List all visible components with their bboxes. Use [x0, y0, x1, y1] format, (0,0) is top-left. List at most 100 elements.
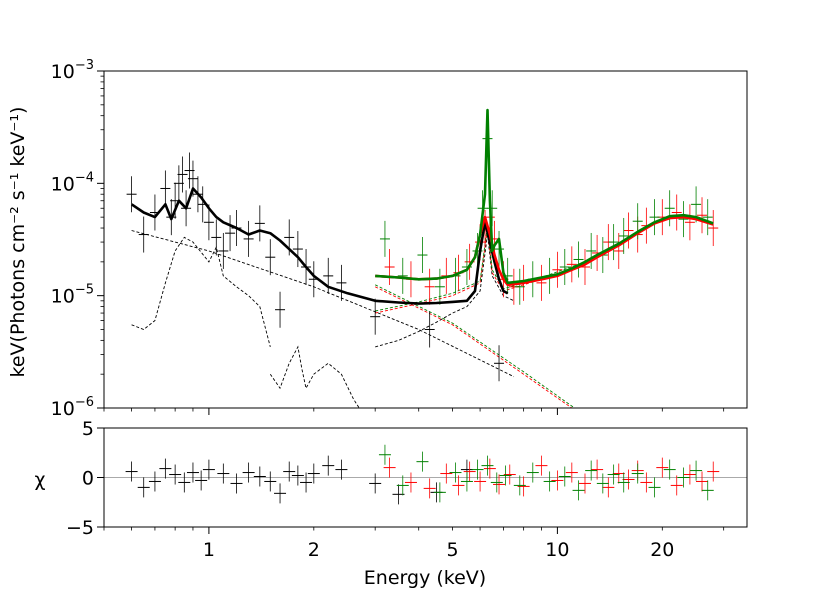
residual-point — [612, 463, 625, 484]
residual-point — [622, 469, 635, 490]
residual-point — [543, 471, 556, 492]
data-point — [211, 219, 222, 256]
data-point — [573, 241, 584, 278]
residual-point — [460, 471, 473, 492]
residual-point — [526, 462, 539, 483]
data-point — [671, 194, 682, 231]
data-point — [623, 212, 634, 249]
residual-point — [307, 463, 320, 484]
residual-point — [416, 451, 429, 472]
y-tick-label: 10−6 — [51, 395, 94, 420]
data-point — [265, 239, 276, 276]
residual-point — [591, 459, 604, 480]
residual-point — [230, 473, 243, 494]
data-point — [225, 215, 236, 252]
data-point — [536, 264, 547, 301]
x-tick-label: 10 — [545, 539, 569, 561]
residual-point — [499, 465, 512, 486]
data-point — [608, 224, 619, 261]
residual-point — [596, 473, 609, 494]
data-point — [424, 268, 435, 305]
residuals-panel: −5 0 5 1 2 5 10 20 χ Energy (keV) — [35, 418, 748, 589]
data-point — [379, 220, 390, 257]
residual-point — [483, 458, 496, 479]
data-point — [218, 232, 229, 269]
data-point — [514, 268, 525, 305]
data-point — [697, 197, 708, 234]
data-point — [684, 204, 695, 241]
residual-point — [572, 480, 585, 501]
residual-point — [701, 480, 714, 501]
residual-point — [423, 478, 436, 499]
y-tick-label: 10−3 — [51, 58, 94, 83]
residual-point — [404, 472, 417, 493]
residual-point — [690, 460, 703, 481]
residual-point — [493, 474, 506, 495]
data-point — [708, 210, 719, 247]
x-tick-label: 5 — [446, 539, 458, 561]
y-tick-label: 10−5 — [51, 283, 94, 308]
residual-point — [440, 463, 453, 484]
residual-point — [169, 464, 182, 485]
residual-point — [648, 477, 661, 498]
residual-point — [471, 459, 484, 480]
residuals-y-axis-label: χ — [35, 469, 46, 491]
spectrum-y-axis-label: keV(Photons cm⁻² s⁻¹ keV⁻¹) — [7, 107, 29, 378]
data-point — [126, 176, 137, 213]
data-point — [160, 170, 171, 207]
residual-point — [335, 459, 348, 480]
residual-point — [178, 472, 191, 493]
residual-point — [607, 464, 620, 485]
residual-point — [677, 467, 690, 488]
data-point — [292, 231, 303, 268]
residual-point — [242, 462, 255, 483]
residual-point — [202, 459, 215, 480]
spectrum-x-ticks — [103, 408, 725, 415]
residuals-y-ticks: −5 0 5 — [66, 418, 104, 539]
data-point — [275, 291, 286, 328]
residual-point — [670, 475, 683, 496]
residual-point — [217, 463, 230, 484]
x-tick-label: 20 — [650, 539, 674, 561]
x-tick-label: 2 — [308, 539, 320, 561]
residual-point — [463, 461, 476, 482]
component-reflection-soft — [375, 234, 515, 348]
residual-point — [656, 457, 669, 478]
residual-point — [264, 471, 277, 492]
data-point — [613, 232, 624, 269]
residual-point — [578, 473, 591, 494]
residual-point — [137, 477, 150, 498]
residual-point — [253, 466, 266, 487]
residual-point — [602, 477, 615, 498]
data-point — [552, 251, 563, 288]
x-axis-label: Energy (keV) — [364, 567, 486, 589]
data-point — [254, 205, 265, 242]
res-y-tick-label: 0 — [82, 468, 94, 490]
x-tick-label: 1 — [203, 539, 215, 561]
residual-point — [433, 482, 446, 503]
residual-point — [535, 455, 548, 476]
data-point — [494, 345, 505, 382]
residual-point — [274, 483, 287, 504]
residual-point — [663, 459, 676, 480]
residual-point — [396, 475, 409, 496]
residual-point — [283, 461, 296, 482]
spectrum-frame — [103, 70, 748, 409]
data-point — [138, 216, 149, 253]
spectrum-y-ticks: 10−6 10−5 10−4 10−3 — [51, 58, 104, 420]
spectrum-panel: 10−6 10−5 10−4 10−3 keV(Photons cm⁻² s⁻¹ ke… — [7, 58, 748, 420]
res-y-tick-label: 5 — [82, 418, 94, 440]
residual-point — [474, 471, 487, 492]
data-point — [487, 190, 498, 227]
residual-point — [683, 464, 696, 485]
data-point — [397, 257, 408, 294]
data-point — [434, 268, 445, 305]
data-point — [678, 201, 689, 238]
series-model-hard-green — [375, 108, 714, 285]
residual-point — [159, 458, 172, 479]
data-point — [586, 232, 597, 269]
residual-point — [640, 472, 653, 493]
series-model-soft — [130, 187, 509, 305]
residual-point — [481, 455, 494, 476]
